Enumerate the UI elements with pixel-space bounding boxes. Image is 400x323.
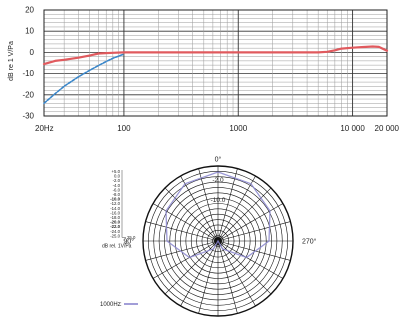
polar-scale-label: -2.0 <box>113 178 121 183</box>
y-tick-label: -10 <box>22 69 34 78</box>
plot-frame <box>43 9 388 117</box>
polar-spoke <box>217 240 284 279</box>
polar-series-layer <box>165 171 271 259</box>
polar-spoke <box>217 240 238 314</box>
frequency-series-line-1 <box>43 53 125 105</box>
frequency-series-layer <box>42 45 389 105</box>
polar-spoke <box>217 221 291 242</box>
polar-spoke <box>152 240 219 279</box>
polar-scale-label: -25.0 <box>110 233 120 238</box>
y-tick-label: -20 <box>22 90 34 99</box>
polar-spoke <box>180 175 219 242</box>
polar-scale-end-label: 25.0 <box>127 235 136 240</box>
polar-scale-label: -4.0 <box>113 183 121 188</box>
y-tick-label: 0 <box>30 48 35 57</box>
polar-scale-label: -10.0 <box>110 197 120 202</box>
polar-scale-label: -20.0 <box>110 220 120 225</box>
polar-spoke <box>217 203 284 242</box>
polar-scale-label: -18.0 <box>110 215 120 220</box>
polar-scale-label: -14.0 <box>110 206 120 211</box>
polar-scale-label: -16.0 <box>110 210 120 215</box>
polar-spoke <box>180 240 219 307</box>
polar-spoke <box>152 203 219 242</box>
x-tick-label: 20Hz <box>35 124 54 133</box>
polar-scale-label: -6.0 <box>113 187 121 192</box>
polar-legend-colon: : <box>120 302 122 308</box>
frequency-series-line-0 <box>42 45 389 66</box>
polar-scale-label: +5.0 <box>112 169 121 174</box>
y-tick-label: -30 <box>22 112 34 121</box>
polar-spoke <box>164 187 219 242</box>
x-tick-label: 10 000 <box>340 124 365 133</box>
polar-legend: 1000Hz: <box>100 302 138 308</box>
polar-spoke <box>217 175 256 242</box>
polar-angle-label: 90° <box>123 238 134 246</box>
polar-series-line-0 <box>165 171 271 259</box>
x-tick-label: 1000 <box>229 124 247 133</box>
polar-spoke <box>145 221 219 242</box>
polar-db-scale: +5.00.0-2.0-4.0-6.0-8.0-10.0-12.0-14.0-1… <box>102 169 136 249</box>
polar-spoke <box>217 240 256 307</box>
polar-spoke <box>217 240 291 261</box>
polar-ring-label: -10.0 <box>211 197 226 204</box>
polar-spoke <box>217 168 238 242</box>
polar-scale-label: -24.0 <box>110 229 120 234</box>
polar-scale-label: -22.0 <box>110 224 120 229</box>
y-tick-label: 10 <box>25 27 34 36</box>
frequency-y-axis-label: dB re 1 V/Pa <box>8 41 15 81</box>
polar-angle-label: 0° <box>215 156 222 164</box>
polar-spoke <box>217 187 272 242</box>
x-tick-label: 100 <box>117 124 131 133</box>
polar-ring-label: -2.0 <box>212 177 224 184</box>
polar-scale-label: -8.0 <box>113 192 121 197</box>
y-tick-label: 20 <box>25 6 34 15</box>
polar-spoke <box>198 240 219 314</box>
polar-legend-label: 1000Hz <box>100 302 121 308</box>
frequency-grid <box>43 9 388 117</box>
polar-spoke <box>145 240 219 261</box>
x-tick-label: 20 000 <box>375 124 400 133</box>
polar-spoke <box>198 168 219 242</box>
polar-scale-unit: dB rel. 1V/Pa <box>102 243 132 249</box>
polar-pattern-chart: +5.00.0-2.0-4.0-6.0-8.0-10.0-12.0-14.0-1… <box>100 156 317 317</box>
polar-angle-label: 270° <box>302 238 317 246</box>
polar-scale-label: -12.0 <box>110 201 120 206</box>
polar-scale-label: 0.0 <box>114 174 121 179</box>
polar-angle-labels: 0°270°180°90° <box>123 156 317 246</box>
